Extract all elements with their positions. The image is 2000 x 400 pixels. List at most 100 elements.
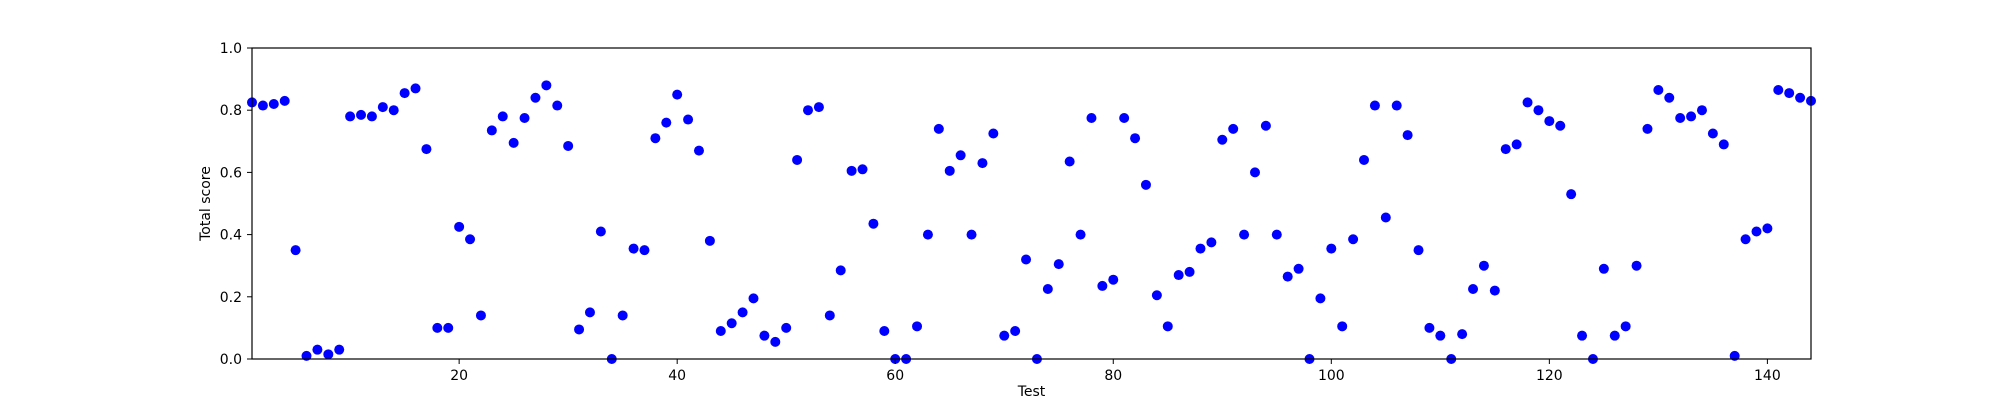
data-point (857, 164, 868, 175)
data-point (1315, 293, 1326, 304)
data-point (835, 265, 846, 276)
data-point (1042, 284, 1053, 295)
data-point (454, 221, 465, 232)
data-point (770, 336, 781, 347)
data-point (475, 310, 486, 321)
data-point (1348, 234, 1359, 245)
data-point (1664, 92, 1675, 103)
data-point (465, 234, 476, 245)
data-point (1369, 100, 1380, 111)
data-point (683, 114, 694, 125)
data-points (247, 80, 1816, 364)
data-point (552, 100, 563, 111)
axes-frame (251, 47, 1812, 360)
x-tick-label: 140 (1754, 368, 1781, 384)
data-point (1598, 263, 1609, 274)
data-point (912, 321, 923, 332)
data-point (519, 112, 530, 123)
data-point (803, 105, 814, 116)
data-point (813, 102, 824, 113)
data-point (1707, 128, 1718, 139)
data-point (1173, 270, 1184, 281)
data-point (356, 109, 367, 120)
data-point (1064, 156, 1075, 167)
data-point (1795, 92, 1806, 103)
data-point (279, 95, 290, 106)
data-point (1195, 243, 1206, 254)
data-point (748, 293, 759, 304)
data-point (432, 322, 443, 333)
data-point (1631, 260, 1642, 271)
data-point (257, 100, 268, 111)
x-tick-label: 80 (1104, 368, 1122, 384)
data-point (966, 229, 977, 240)
data-point (1511, 139, 1522, 150)
data-point (1686, 111, 1697, 122)
data-point (563, 140, 574, 151)
data-point (1402, 130, 1413, 141)
data-point (1053, 259, 1064, 270)
data-point (1380, 212, 1391, 223)
data-point (781, 322, 792, 333)
data-point (1424, 322, 1435, 333)
data-point (999, 330, 1010, 341)
data-point (1108, 274, 1119, 285)
data-point (1620, 321, 1631, 332)
data-point (574, 324, 585, 335)
data-point (1653, 84, 1664, 95)
data-point (388, 105, 399, 116)
data-point (879, 326, 890, 337)
data-point (1675, 112, 1686, 123)
y-tick-label: 0.8 (220, 103, 242, 119)
data-point (1784, 88, 1795, 99)
data-point (1293, 263, 1304, 274)
data-point (323, 349, 334, 360)
data-point (312, 344, 323, 355)
data-point (1260, 120, 1271, 131)
data-point (1566, 189, 1577, 200)
data-point (345, 111, 356, 122)
data-point (846, 165, 857, 176)
y-tick-label: 0.2 (220, 290, 242, 306)
data-point (672, 89, 683, 100)
data-point (955, 150, 966, 161)
data-point (1097, 280, 1108, 291)
data-point (1217, 134, 1228, 145)
data-point (1642, 123, 1653, 134)
data-point (1130, 133, 1141, 144)
x-tick-label: 100 (1318, 368, 1345, 384)
x-tick-label: 60 (886, 368, 904, 384)
data-point (1729, 350, 1740, 361)
data-point (1249, 167, 1260, 178)
data-point (922, 229, 933, 240)
data-point (1021, 254, 1032, 265)
data-point (301, 350, 312, 361)
data-point (1075, 229, 1086, 240)
data-point (1457, 329, 1468, 340)
data-point (443, 322, 454, 333)
x-axis-label: Test (1017, 384, 1046, 400)
y-axis-ticks: 0.0 0.2 0.4 0.6 0.8 1.0 (220, 41, 252, 368)
data-point (1162, 321, 1173, 332)
data-point (290, 245, 301, 256)
data-point (1010, 326, 1021, 337)
x-tick-label: 20 (450, 368, 468, 384)
y-tick-label: 0.4 (220, 228, 242, 244)
data-point (792, 154, 803, 165)
data-point (693, 145, 704, 156)
data-point (824, 310, 835, 321)
data-point (1773, 84, 1784, 95)
data-point (1184, 266, 1195, 277)
data-point (1609, 330, 1620, 341)
data-point (1119, 112, 1130, 123)
data-point (1337, 321, 1348, 332)
data-point (1359, 154, 1370, 165)
data-point (595, 226, 606, 237)
data-point (1282, 271, 1293, 282)
data-point (377, 102, 388, 113)
data-point (988, 128, 999, 139)
data-point (726, 318, 737, 329)
data-point (715, 326, 726, 337)
data-point (1478, 260, 1489, 271)
